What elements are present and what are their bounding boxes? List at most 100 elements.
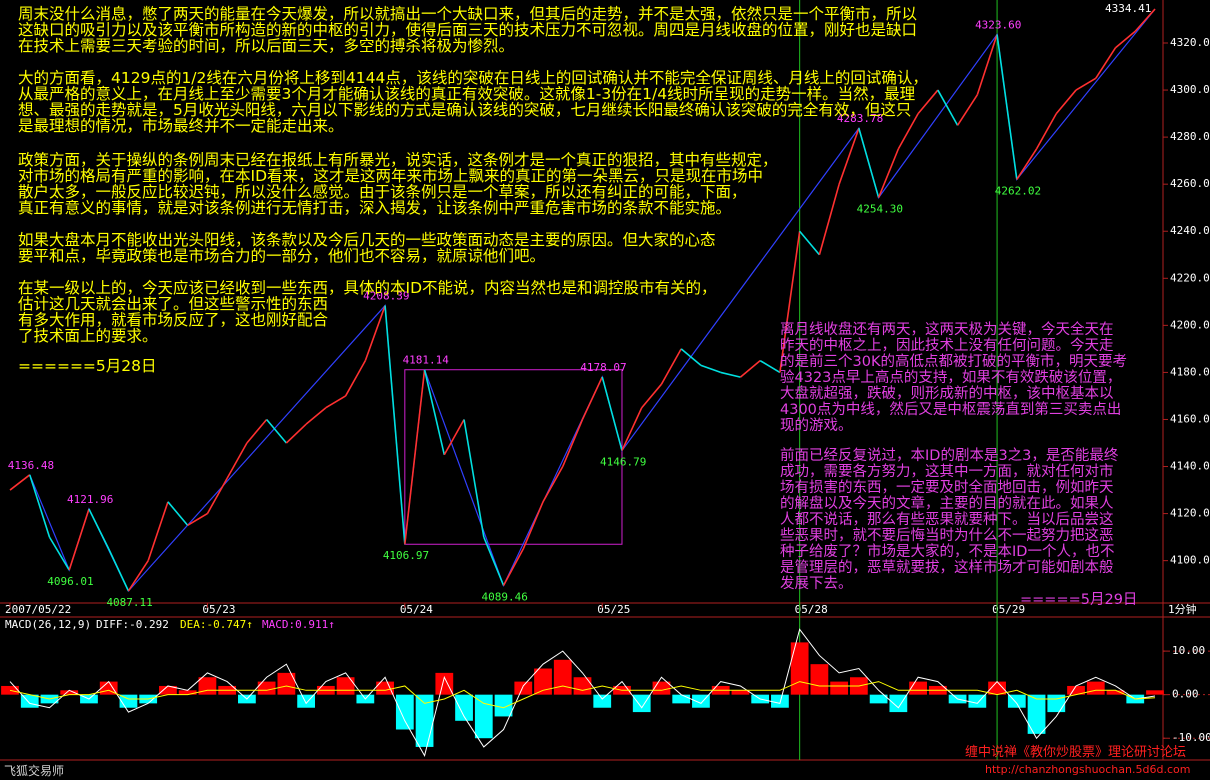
note-line: 这缺口的吸引力以及该平衡市所构造的新的中枢的引力，使得后面三天的技术压力不可忽视… bbox=[18, 21, 918, 39]
y-tick-label: 4320.00 bbox=[1170, 36, 1210, 49]
note-paragraph: 如果大盘本月不能收出光头阳线，该条款以及今后几天的一些政策面动态是主要的原因。但… bbox=[18, 232, 716, 264]
note-line: 要平和点，毕竟政策也是市场合力的一部分，他们也不容易，就原谅他们吧。 bbox=[18, 247, 546, 265]
price-segment bbox=[305, 407, 327, 425]
y-tick-label: 4260.00 bbox=[1170, 177, 1210, 190]
note-line: 大盘就超强，跌破，则形成新的中枢，该中枢基本以 bbox=[780, 386, 1114, 402]
macd-bar bbox=[257, 681, 276, 695]
macd-bar bbox=[830, 681, 849, 695]
note-line: 在某一级以上的，今天应该已经收到一些东西，具体的本ID不能说，内容当然也是和调控… bbox=[18, 279, 717, 297]
macd-bar bbox=[415, 694, 434, 747]
y-tick-label: 4220.00 bbox=[1170, 271, 1210, 284]
note-line: 政策方面，关于操纵的条例周末已经在报纸上有所暴光，说实话，这条例才是一个真正的狠… bbox=[18, 151, 778, 169]
macd-bar bbox=[60, 690, 79, 695]
price-segment bbox=[1134, 8, 1156, 32]
y-tick-label: 4280.00 bbox=[1170, 130, 1210, 143]
macd-bar bbox=[731, 690, 750, 695]
note-line: 想、最强的走势就是，5月收光头阳线，六月以下影线的方式是确认该线的突破，七月继续… bbox=[18, 101, 912, 119]
value-label: 4087.11 bbox=[106, 596, 152, 609]
note-date: ======5月28日 bbox=[18, 357, 157, 375]
price-segment bbox=[799, 230, 821, 256]
value-label: 4121.96 bbox=[67, 493, 113, 506]
y-tick-label: -10.00 bbox=[1172, 731, 1210, 744]
macd-bar bbox=[435, 672, 454, 695]
value-label: 4254.30 bbox=[857, 203, 903, 216]
price-segment bbox=[1016, 148, 1038, 180]
y-tick-label: 4180.00 bbox=[1170, 365, 1210, 378]
price-segment bbox=[917, 89, 939, 115]
value-label: 4106.97 bbox=[383, 549, 429, 562]
price-segment bbox=[581, 376, 603, 420]
macd-bar bbox=[277, 672, 296, 695]
price-segment bbox=[739, 360, 761, 378]
price-segment bbox=[364, 305, 386, 361]
note-line: 是管理层的，恶草就要拔，这样市场才可能如剧本般 bbox=[780, 560, 1114, 576]
y-tick-label: 4240.00 bbox=[1170, 224, 1210, 237]
price-segment bbox=[28, 474, 51, 538]
macd-bar bbox=[455, 694, 473, 721]
x-tick-label: 05/24 bbox=[400, 603, 433, 616]
price-segment bbox=[956, 94, 978, 126]
note-line: 周末没什么消息，憋了两天的能量在今天爆发，所以就搞出一个大缺口来，但其后的走势，… bbox=[18, 5, 918, 23]
price-segment bbox=[88, 508, 110, 550]
macd-bar bbox=[376, 681, 394, 695]
macd-bar bbox=[869, 694, 888, 704]
price-segment bbox=[107, 548, 130, 592]
note-line: 了技术面上的要求。 bbox=[18, 327, 158, 345]
value-label: 4323.60 bbox=[975, 19, 1021, 32]
macd-line bbox=[9, 628, 1156, 757]
y-tick-label: 4160.00 bbox=[1170, 412, 1210, 425]
value-label: 4334.41 bbox=[1105, 2, 1151, 15]
note-line: 成功，需要各方努力，这其中一方面，就对任何对市 bbox=[780, 464, 1114, 480]
price-segment bbox=[641, 383, 663, 409]
price-segment bbox=[1075, 77, 1097, 91]
x-tick-label: 2007/05/22 bbox=[5, 603, 71, 616]
x-tick-label: 05/23 bbox=[202, 603, 235, 616]
macd-bar bbox=[1027, 694, 1046, 734]
macd-bar bbox=[1106, 690, 1125, 695]
y-tick-label: 4140.00 bbox=[1170, 460, 1210, 473]
value-label: 4096.01 bbox=[47, 575, 93, 588]
note-line: 场有损害的东西，一定要及时全面地回击，例如昨天 bbox=[780, 480, 1114, 496]
macd-bar bbox=[336, 677, 355, 695]
macd-bar bbox=[810, 664, 829, 695]
note-line: 4300点为中线，然后又是中枢震荡直到第三买卖点出 bbox=[780, 402, 1122, 418]
price-segment bbox=[877, 148, 900, 198]
price-segment bbox=[1095, 47, 1117, 79]
macd-bar bbox=[474, 694, 493, 739]
note-line: 大的方面看，4129点的1/2线在六月份将上移到4144点，该线的突破在日线上的… bbox=[18, 69, 928, 87]
macd-bar bbox=[1146, 690, 1164, 695]
note-line: 前面已经反复说过，本ID的剧本是3之3，是否能最终 bbox=[780, 448, 1119, 464]
y-tick-label: 0.00 bbox=[1172, 688, 1199, 701]
price-segment bbox=[818, 183, 840, 255]
price-segment bbox=[246, 418, 268, 444]
y-tick-label: 4120.00 bbox=[1170, 507, 1210, 520]
note-line: 从最严格的意义上，在月线上至少需要3个月才能确认该线的真正有效突破。这就像1-3… bbox=[18, 85, 916, 103]
note-paragraph: 政策方面，关于操纵的条例周末已经在报纸上有所暴光，说实话，这条例才是一个真正的狠… bbox=[18, 152, 778, 216]
price-segment bbox=[838, 127, 860, 185]
period-label: 1分钟 bbox=[1168, 602, 1197, 616]
y-tick-label: 4300.00 bbox=[1170, 83, 1210, 96]
price-segment bbox=[48, 536, 70, 571]
macd-bar bbox=[790, 642, 809, 695]
macd-label: MACD:0.911↑ bbox=[262, 618, 335, 631]
price-segment bbox=[226, 442, 248, 479]
price-segment bbox=[325, 395, 347, 409]
price-segment bbox=[266, 418, 287, 444]
value-label: 4208.39 bbox=[363, 290, 409, 303]
note-line: 人都不说话，那么有些恶果就要种下。当以后品尝这 bbox=[780, 512, 1114, 528]
price-segment bbox=[858, 128, 880, 198]
forum-url[interactable]: http://chanzhongshuochan.5d6d.com bbox=[985, 763, 1191, 776]
forum-name: 缠中说禅《教你炒股票》理论研讨论坛 bbox=[965, 745, 1187, 760]
price-segment bbox=[423, 369, 446, 455]
price-segment bbox=[127, 560, 149, 592]
price-segment bbox=[897, 113, 919, 150]
price-segment bbox=[285, 423, 307, 444]
macd-bar bbox=[553, 659, 572, 695]
macd-bar bbox=[593, 694, 612, 708]
price-segment bbox=[680, 348, 702, 366]
note-paragraph: 在某一级以上的，今天应该已经收到一些东西，具体的本ID不能说，内容当然也是和调控… bbox=[18, 280, 717, 344]
value-label: 4136.48 bbox=[8, 459, 54, 472]
note-line: 的是前三个30K的高低点都被打破的平衡市，明天要考 bbox=[780, 354, 1127, 370]
price-segment bbox=[9, 474, 31, 491]
note-line: 种子给废了？市场是大家的，不是本ID一个人，也不 bbox=[780, 544, 1115, 560]
